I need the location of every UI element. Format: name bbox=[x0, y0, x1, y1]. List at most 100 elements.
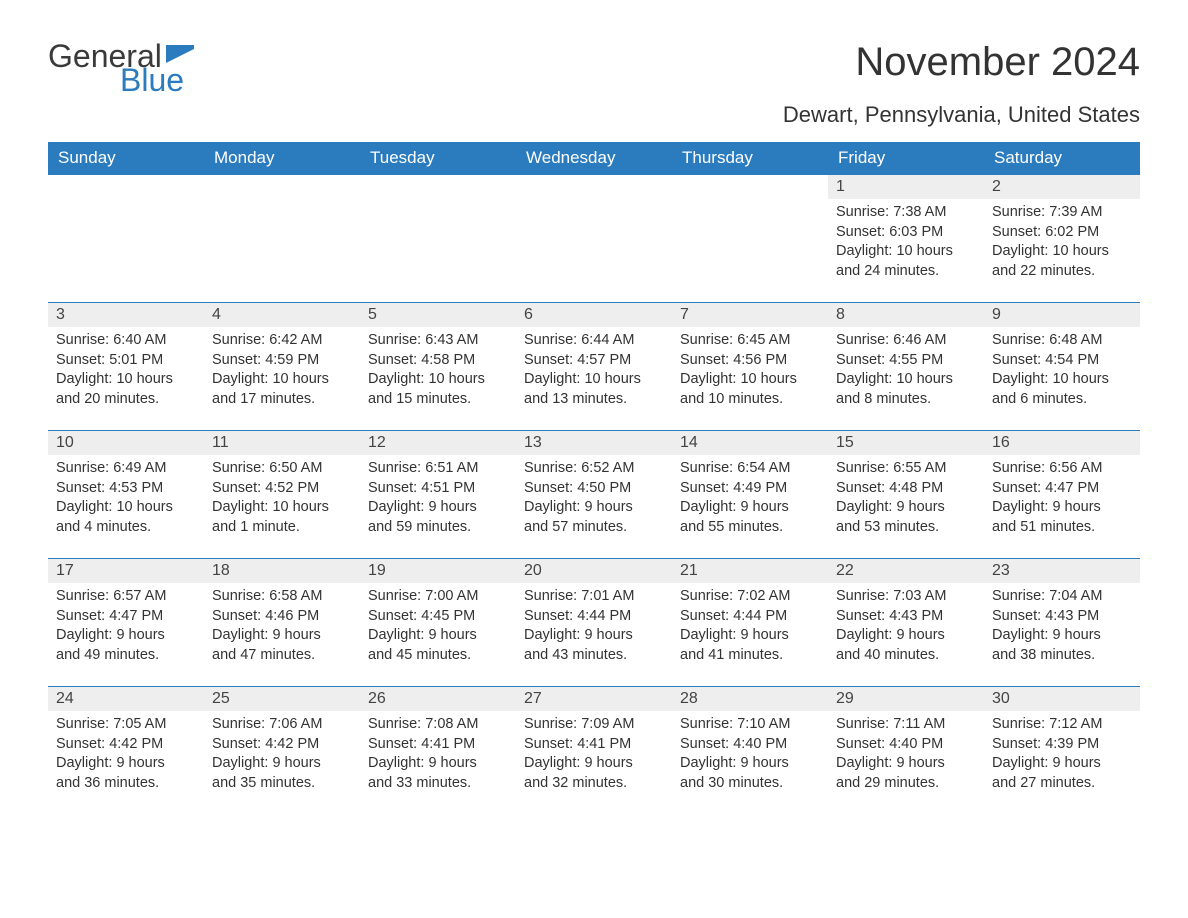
calendar-day-cell: 9Sunrise: 6:48 AMSunset: 4:54 PMDaylight… bbox=[984, 303, 1140, 431]
calendar-day-cell: 30Sunrise: 7:12 AMSunset: 4:39 PMDayligh… bbox=[984, 687, 1140, 815]
calendar-day-cell: 5Sunrise: 6:43 AMSunset: 4:58 PMDaylight… bbox=[360, 303, 516, 431]
calendar-day-cell: 27Sunrise: 7:09 AMSunset: 4:41 PMDayligh… bbox=[516, 687, 672, 815]
daylight-line-2: and 10 minutes. bbox=[680, 390, 820, 410]
calendar-day-cell: 2Sunrise: 7:39 AMSunset: 6:02 PMDaylight… bbox=[984, 175, 1140, 303]
calendar-day-cell: 14Sunrise: 6:54 AMSunset: 4:49 PMDayligh… bbox=[672, 431, 828, 559]
calendar-day-cell: 21Sunrise: 7:02 AMSunset: 4:44 PMDayligh… bbox=[672, 559, 828, 687]
day-number: 18 bbox=[204, 559, 360, 583]
sunset-line: Sunset: 4:49 PM bbox=[680, 479, 820, 499]
daylight-line-1: Daylight: 9 hours bbox=[56, 754, 196, 774]
sunrise-line: Sunrise: 7:38 AM bbox=[836, 203, 976, 223]
sunset-line: Sunset: 4:50 PM bbox=[524, 479, 664, 499]
day-details: Sunrise: 6:45 AMSunset: 4:56 PMDaylight:… bbox=[672, 331, 828, 415]
day-number: 29 bbox=[828, 687, 984, 711]
daylight-line-2: and 53 minutes. bbox=[836, 518, 976, 538]
daylight-line-1: Daylight: 10 hours bbox=[992, 242, 1132, 262]
day-details: Sunrise: 7:03 AMSunset: 4:43 PMDaylight:… bbox=[828, 587, 984, 671]
sunset-line: Sunset: 4:47 PM bbox=[56, 607, 196, 627]
weekday-header: Friday bbox=[828, 142, 984, 175]
sunset-line: Sunset: 6:03 PM bbox=[836, 223, 976, 243]
sunset-line: Sunset: 4:56 PM bbox=[680, 351, 820, 371]
daylight-line-1: Daylight: 9 hours bbox=[368, 754, 508, 774]
sunrise-line: Sunrise: 6:50 AM bbox=[212, 459, 352, 479]
calendar-day-cell bbox=[204, 175, 360, 303]
daylight-line-1: Daylight: 9 hours bbox=[524, 754, 664, 774]
sunrise-line: Sunrise: 7:03 AM bbox=[836, 587, 976, 607]
day-number: 1 bbox=[828, 175, 984, 199]
sunrise-line: Sunrise: 6:51 AM bbox=[368, 459, 508, 479]
daylight-line-1: Daylight: 9 hours bbox=[836, 754, 976, 774]
sunset-line: Sunset: 4:57 PM bbox=[524, 351, 664, 371]
daylight-line-1: Daylight: 9 hours bbox=[524, 626, 664, 646]
sunrise-line: Sunrise: 6:58 AM bbox=[212, 587, 352, 607]
daylight-line-1: Daylight: 9 hours bbox=[368, 498, 508, 518]
day-details: Sunrise: 6:46 AMSunset: 4:55 PMDaylight:… bbox=[828, 331, 984, 415]
sunset-line: Sunset: 4:48 PM bbox=[836, 479, 976, 499]
daylight-line-2: and 51 minutes. bbox=[992, 518, 1132, 538]
daylight-line-2: and 8 minutes. bbox=[836, 390, 976, 410]
sunrise-line: Sunrise: 6:55 AM bbox=[836, 459, 976, 479]
daylight-line-1: Daylight: 10 hours bbox=[368, 370, 508, 390]
sunrise-line: Sunrise: 7:10 AM bbox=[680, 715, 820, 735]
calendar-day-cell: 20Sunrise: 7:01 AMSunset: 4:44 PMDayligh… bbox=[516, 559, 672, 687]
daylight-line-1: Daylight: 10 hours bbox=[836, 242, 976, 262]
calendar-week-row: 10Sunrise: 6:49 AMSunset: 4:53 PMDayligh… bbox=[48, 431, 1140, 559]
sunset-line: Sunset: 4:51 PM bbox=[368, 479, 508, 499]
sunset-line: Sunset: 4:47 PM bbox=[992, 479, 1132, 499]
day-details: Sunrise: 7:10 AMSunset: 4:40 PMDaylight:… bbox=[672, 715, 828, 799]
calendar-day-cell: 29Sunrise: 7:11 AMSunset: 4:40 PMDayligh… bbox=[828, 687, 984, 815]
sunset-line: Sunset: 6:02 PM bbox=[992, 223, 1132, 243]
sunset-line: Sunset: 4:52 PM bbox=[212, 479, 352, 499]
daylight-line-1: Daylight: 9 hours bbox=[836, 626, 976, 646]
sunrise-line: Sunrise: 7:12 AM bbox=[992, 715, 1132, 735]
day-number: 13 bbox=[516, 431, 672, 455]
day-number: 20 bbox=[516, 559, 672, 583]
daylight-line-2: and 59 minutes. bbox=[368, 518, 508, 538]
daylight-line-2: and 57 minutes. bbox=[524, 518, 664, 538]
daylight-line-2: and 1 minute. bbox=[212, 518, 352, 538]
day-details: Sunrise: 6:42 AMSunset: 4:59 PMDaylight:… bbox=[204, 331, 360, 415]
weekday-header: Monday bbox=[204, 142, 360, 175]
sunrise-line: Sunrise: 7:05 AM bbox=[56, 715, 196, 735]
sunset-line: Sunset: 4:45 PM bbox=[368, 607, 508, 627]
daylight-line-2: and 6 minutes. bbox=[992, 390, 1132, 410]
daylight-line-1: Daylight: 10 hours bbox=[212, 370, 352, 390]
sunrise-line: Sunrise: 6:44 AM bbox=[524, 331, 664, 351]
calendar-week-row: 1Sunrise: 7:38 AMSunset: 6:03 PMDaylight… bbox=[48, 175, 1140, 303]
daylight-line-1: Daylight: 9 hours bbox=[680, 754, 820, 774]
daylight-line-1: Daylight: 9 hours bbox=[56, 626, 196, 646]
calendar-day-cell: 18Sunrise: 6:58 AMSunset: 4:46 PMDayligh… bbox=[204, 559, 360, 687]
calendar-day-cell: 24Sunrise: 7:05 AMSunset: 4:42 PMDayligh… bbox=[48, 687, 204, 815]
sunset-line: Sunset: 4:42 PM bbox=[56, 735, 196, 755]
day-details: Sunrise: 6:49 AMSunset: 4:53 PMDaylight:… bbox=[48, 459, 204, 543]
day-details: Sunrise: 6:57 AMSunset: 4:47 PMDaylight:… bbox=[48, 587, 204, 671]
daylight-line-2: and 36 minutes. bbox=[56, 774, 196, 794]
sunset-line: Sunset: 5:01 PM bbox=[56, 351, 196, 371]
calendar-day-cell: 7Sunrise: 6:45 AMSunset: 4:56 PMDaylight… bbox=[672, 303, 828, 431]
daylight-line-2: and 41 minutes. bbox=[680, 646, 820, 666]
sunrise-line: Sunrise: 6:49 AM bbox=[56, 459, 196, 479]
day-number: 15 bbox=[828, 431, 984, 455]
day-details: Sunrise: 6:44 AMSunset: 4:57 PMDaylight:… bbox=[516, 331, 672, 415]
sunrise-line: Sunrise: 6:48 AM bbox=[992, 331, 1132, 351]
day-number: 8 bbox=[828, 303, 984, 327]
daylight-line-2: and 33 minutes. bbox=[368, 774, 508, 794]
sunset-line: Sunset: 4:44 PM bbox=[524, 607, 664, 627]
day-number: 23 bbox=[984, 559, 1140, 583]
calendar-day-cell: 8 Sunrise: 6:46 AMSunset: 4:55 PMDaylight… bbox=[828, 303, 984, 431]
day-number: 25 bbox=[204, 687, 360, 711]
day-number: 19 bbox=[360, 559, 516, 583]
day-number: 9 bbox=[984, 303, 1140, 327]
daylight-line-1: Daylight: 9 hours bbox=[680, 626, 820, 646]
weekday-header: Thursday bbox=[672, 142, 828, 175]
day-number: 14 bbox=[672, 431, 828, 455]
daylight-line-1: Daylight: 9 hours bbox=[524, 498, 664, 518]
day-details: Sunrise: 6:51 AMSunset: 4:51 PMDaylight:… bbox=[360, 459, 516, 543]
calendar-week-row: 17Sunrise: 6:57 AMSunset: 4:47 PMDayligh… bbox=[48, 559, 1140, 687]
daylight-line-2: and 45 minutes. bbox=[368, 646, 508, 666]
daylight-line-2: and 55 minutes. bbox=[680, 518, 820, 538]
daylight-line-1: Daylight: 9 hours bbox=[836, 498, 976, 518]
sunset-line: Sunset: 4:59 PM bbox=[212, 351, 352, 371]
daylight-line-1: Daylight: 10 hours bbox=[212, 498, 352, 518]
daylight-line-1: Daylight: 10 hours bbox=[524, 370, 664, 390]
